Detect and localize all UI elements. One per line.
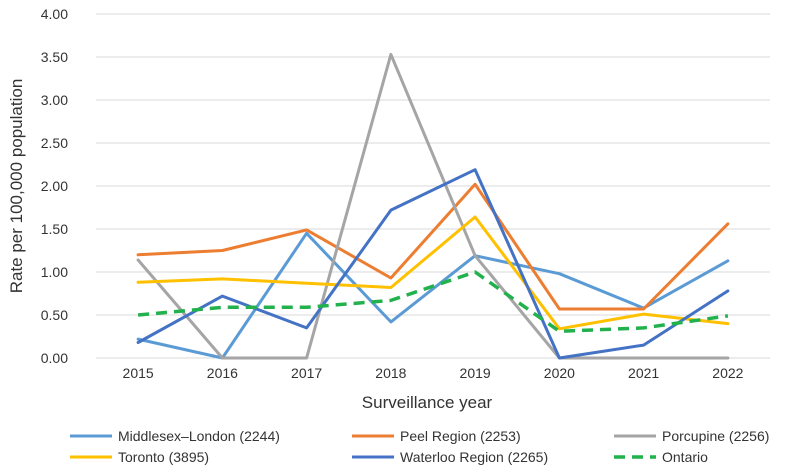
series-line-5 — [137, 270, 729, 334]
y-tick-label: 1.00 — [41, 264, 68, 280]
legend-label-3: Toronto (3895) — [118, 449, 209, 465]
series-line-4 — [136, 168, 730, 360]
legend-label-1: Peel Region (2253) — [400, 428, 521, 444]
x-tick-label: 2020 — [544, 365, 575, 381]
y-axis-label: Rate per 100,000 population — [7, 79, 26, 294]
y-tick-label: 3.50 — [41, 49, 68, 65]
y-tick-label: 0.50 — [41, 307, 68, 323]
series-line-1 — [136, 182, 730, 311]
series-line-2 — [136, 52, 730, 360]
legend-label-0: Middlesex–London (2244) — [118, 428, 280, 444]
gridlines — [96, 13, 770, 359]
y-tick-label: 0.00 — [41, 350, 68, 366]
y-axis-ticks: 0.00 0.50 1.00 1.50 2.00 2.50 3.00 3.50 4.00 — [41, 6, 68, 366]
x-tick-label: 2022 — [712, 365, 743, 381]
x-tick-label: 2017 — [291, 365, 322, 381]
legend-label-4: Waterloo Region (2265) — [400, 449, 548, 465]
y-tick-label: 2.00 — [41, 178, 68, 194]
x-tick-label: 2019 — [460, 365, 491, 381]
y-tick-label: 4.00 — [41, 6, 68, 22]
x-tick-label: 2021 — [628, 365, 659, 381]
x-axis-label: Surveillance year — [362, 393, 493, 412]
series-line-3 — [136, 215, 730, 331]
y-tick-label: 2.50 — [41, 135, 68, 151]
x-tick-label: 2016 — [207, 365, 238, 381]
x-tick-label: 2018 — [375, 365, 406, 381]
legend: Middlesex–London (2244) Peel Region (2253… — [70, 428, 769, 465]
legend-label-2: Porcupine (2256) — [662, 428, 769, 444]
y-tick-label: 3.00 — [41, 92, 68, 108]
x-tick-label: 2015 — [123, 365, 154, 381]
x-axis-ticks: 2015 2016 2017 2018 2019 2020 2021 2022 — [123, 365, 744, 381]
legend-label-5: Ontario — [662, 449, 708, 465]
y-tick-label: 1.50 — [41, 221, 68, 237]
series-lines — [136, 52, 730, 360]
series-line-0 — [136, 231, 730, 360]
